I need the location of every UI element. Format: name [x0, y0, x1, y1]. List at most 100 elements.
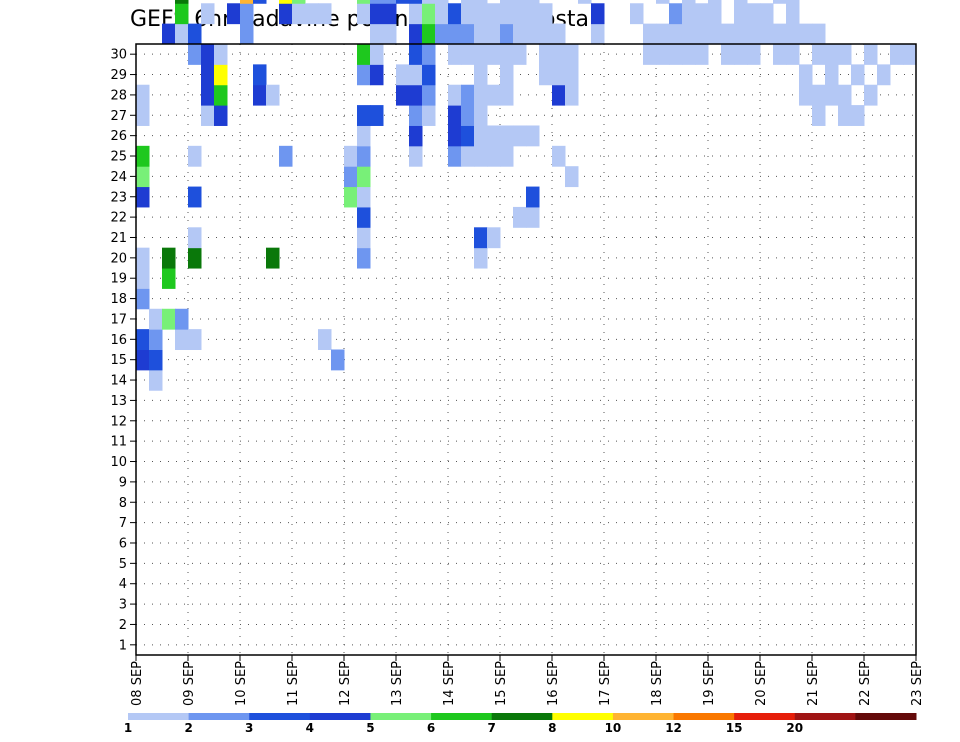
heatmap-cell — [552, 64, 566, 86]
y-tick-label: 18 — [110, 292, 127, 307]
heatmap-cell — [773, 0, 787, 4]
heatmap-cell — [136, 186, 150, 208]
legend-label: 2 — [184, 721, 192, 735]
heatmap-cell — [487, 227, 501, 249]
heatmap-cell — [344, 145, 358, 167]
legend-swatch — [794, 713, 856, 720]
heatmap-cell — [669, 44, 683, 65]
heatmap-cell — [812, 105, 826, 126]
heatmap-cell — [383, 3, 397, 25]
heatmap-cell — [734, 0, 748, 4]
heatmap-cell — [513, 125, 527, 147]
heatmap-cell — [721, 23, 735, 45]
heatmap-cell — [357, 145, 371, 167]
heatmap-cell — [357, 105, 371, 126]
heatmap-cell — [357, 186, 371, 208]
heatmap-cell — [201, 64, 215, 86]
heatmap-cell — [539, 23, 553, 45]
heatmap-cell — [201, 3, 215, 25]
heatmap-cell — [669, 3, 683, 25]
heatmap-cell — [500, 23, 514, 45]
heatmap-cell — [773, 44, 787, 65]
x-tick-label: 17 SEP — [598, 661, 613, 706]
heatmap-cell — [500, 145, 514, 167]
heatmap-cell — [435, 3, 449, 25]
heatmap-cell — [565, 166, 579, 188]
heatmap-cell — [175, 308, 189, 330]
heatmap-cell — [552, 44, 566, 65]
heatmap-cell — [448, 145, 462, 167]
heatmap-cell — [591, 23, 605, 45]
heatmap-cell — [162, 308, 176, 330]
heatmap-cell — [279, 3, 293, 25]
heatmap-cell — [656, 44, 670, 65]
heatmap-cell — [461, 125, 475, 147]
heatmap-cell — [357, 0, 371, 4]
legend-swatch — [673, 713, 735, 720]
y-tick-label: 3 — [119, 598, 127, 613]
heatmap-cell — [370, 105, 384, 126]
heatmap-cell — [422, 64, 436, 86]
heatmap-cell — [500, 84, 514, 106]
y-tick-label: 10 — [110, 455, 127, 470]
legend-label: 6 — [427, 721, 435, 735]
heatmap-cell — [396, 64, 410, 86]
heatmap-cell — [201, 44, 215, 65]
heatmap-cell — [708, 23, 722, 45]
heatmap-cell — [175, 3, 189, 25]
x-tick-label: 22 SEP — [858, 661, 873, 706]
heatmap-cell — [214, 64, 228, 86]
heatmap-cell — [409, 23, 423, 45]
heatmap-cell — [786, 23, 800, 45]
y-tick-label: 30 — [110, 48, 127, 63]
heatmap-cell — [448, 105, 462, 126]
heatmap-cell — [513, 3, 527, 25]
heatmap-cell — [253, 0, 267, 4]
heatmap-cell — [487, 23, 501, 45]
heatmap-cell — [188, 227, 202, 249]
heatmap-cell — [513, 44, 527, 65]
heatmap-cell — [526, 0, 540, 4]
legend-label: 20 — [786, 721, 803, 735]
heatmap-cell — [448, 44, 462, 65]
heatmap-cell — [487, 44, 501, 65]
y-tick-label: 5 — [119, 557, 127, 572]
y-tick-label: 19 — [110, 272, 127, 287]
heatmap-cell — [409, 145, 423, 167]
heatmap-cell — [903, 44, 917, 65]
legend-swatch — [188, 713, 250, 720]
heatmap-cell — [162, 268, 176, 289]
x-tick-label: 14 SEP — [442, 661, 457, 706]
heatmap-cell — [292, 0, 306, 4]
x-tick-label: 13 SEP — [390, 661, 405, 706]
y-tick-label: 9 — [119, 475, 127, 490]
heatmap-cell — [357, 125, 371, 147]
heatmap-cell — [513, 206, 527, 228]
legend-swatch — [431, 713, 493, 720]
heatmap-cell — [370, 64, 384, 86]
heatmap-cell — [565, 64, 579, 86]
heatmap-cell — [396, 0, 410, 4]
heatmap-cell — [409, 105, 423, 126]
heatmap-cell — [357, 227, 371, 249]
heatmap-cell — [825, 64, 839, 86]
heatmap-cell — [565, 84, 579, 106]
heatmap-cell — [474, 227, 488, 249]
heatmap-cell — [149, 349, 163, 371]
y-tick-label: 7 — [119, 516, 127, 531]
heatmap-cell — [461, 44, 475, 65]
heatmap-cell — [838, 105, 852, 126]
heatmap-cell — [188, 23, 202, 45]
heatmap-cell — [188, 186, 202, 208]
heatmap-cell — [708, 3, 722, 25]
heatmap-cell — [526, 23, 540, 45]
color-legend: 1 2 3 4 5 6 7 8 10 12 15 20 — [124, 713, 917, 735]
heatmap-cell — [435, 0, 449, 4]
heatmap-cell — [812, 84, 826, 106]
heatmap-cell — [188, 145, 202, 167]
heatmap-cell — [474, 84, 488, 106]
y-tick-label: 29 — [110, 68, 127, 83]
heatmap-cell — [136, 84, 150, 106]
y-tick-label: 28 — [110, 88, 127, 103]
y-tick-label: 15 — [110, 353, 127, 368]
